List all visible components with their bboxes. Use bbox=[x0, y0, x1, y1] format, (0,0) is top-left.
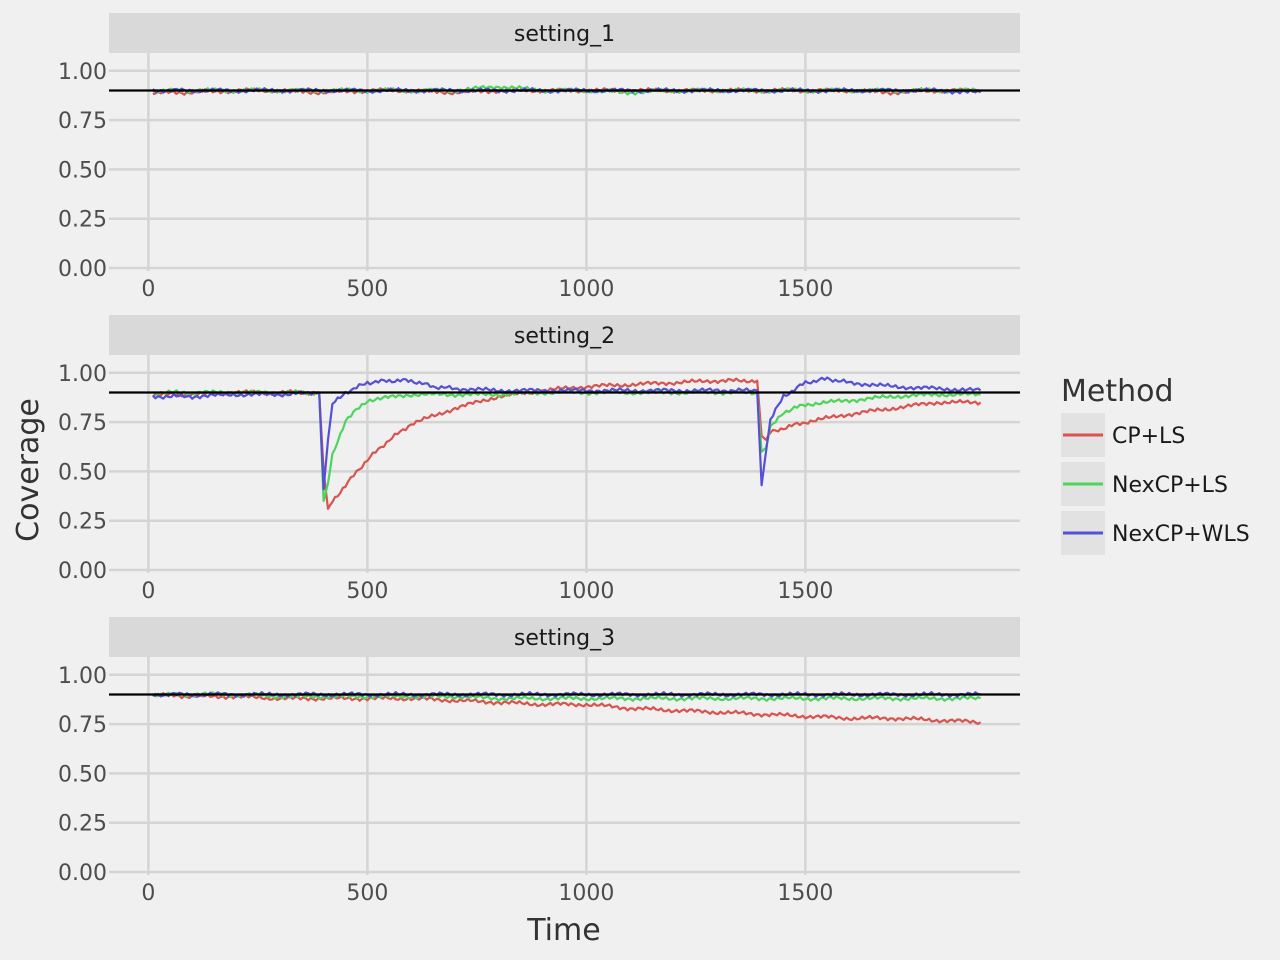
x-tick-label: 0 bbox=[141, 881, 155, 906]
legend-label: NexCP+LS bbox=[1112, 473, 1228, 498]
facet-strip bbox=[109, 617, 1020, 657]
y-tick-label: 0.00 bbox=[58, 257, 107, 282]
y-tick-label: 0.75 bbox=[58, 109, 107, 134]
y-tick-label: 0.25 bbox=[58, 812, 107, 837]
facet-title: setting_2 bbox=[514, 324, 615, 349]
series-line-cp-ls bbox=[152, 377, 982, 510]
y-tick-label: 0.00 bbox=[58, 861, 107, 886]
facet-strip bbox=[109, 315, 1020, 355]
y-tick-label: 0.50 bbox=[58, 158, 107, 183]
x-tick-label: 500 bbox=[346, 579, 388, 604]
facet-title: setting_1 bbox=[514, 22, 615, 47]
series-line-nexcp-wls bbox=[152, 376, 982, 491]
facet-strip bbox=[109, 13, 1020, 53]
facet-panel-1: setting_1 0.00 0.25 0.50 0.75 1.00 0 500 1000 150… bbox=[58, 13, 1020, 302]
legend-label: NexCP+WLS bbox=[1112, 522, 1250, 547]
y-tick-label: 1.00 bbox=[58, 60, 107, 85]
legend-item: NexCP+LS bbox=[1061, 462, 1228, 506]
y-tick-label: 0.75 bbox=[58, 713, 107, 738]
facet-title: setting_3 bbox=[514, 626, 615, 651]
y-tick-label: 0.25 bbox=[58, 208, 107, 233]
x-tick-label: 500 bbox=[346, 881, 388, 906]
legend: Method CP+LS NexCP+LS NexCP+WLS bbox=[1061, 374, 1250, 555]
x-tick-label: 0 bbox=[141, 277, 155, 302]
y-tick-label: 1.00 bbox=[58, 362, 107, 387]
x-tick-label: 1000 bbox=[558, 277, 614, 302]
x-tick-label: 0 bbox=[141, 579, 155, 604]
facet-panel-2: setting_2 0.00 0.25 0.50 0.75 1.00 0 500 1000 150… bbox=[58, 315, 1020, 604]
y-tick-label: 0.50 bbox=[58, 762, 107, 787]
x-tick-label: 1500 bbox=[777, 277, 833, 302]
x-tick-label: 1500 bbox=[777, 881, 833, 906]
x-axis-title: Time bbox=[526, 913, 600, 948]
y-tick-label: 0.50 bbox=[58, 460, 107, 485]
y-tick-label: 1.00 bbox=[58, 664, 107, 689]
legend-item: CP+LS bbox=[1061, 413, 1185, 457]
y-tick-label: 0.00 bbox=[58, 559, 107, 584]
y-axis-title: Coverage bbox=[11, 398, 46, 542]
series-line-nexcp-ls bbox=[152, 389, 981, 503]
legend-label: CP+LS bbox=[1112, 424, 1185, 449]
gridlines bbox=[109, 355, 1020, 573]
legend-title: Method bbox=[1061, 374, 1174, 409]
series-line-nexcp-ls bbox=[152, 691, 982, 702]
x-tick-label: 1000 bbox=[558, 579, 614, 604]
gridlines bbox=[109, 53, 1020, 271]
y-tick-label: 0.75 bbox=[58, 411, 107, 436]
x-tick-label: 1000 bbox=[558, 881, 614, 906]
legend-item: NexCP+WLS bbox=[1061, 511, 1250, 555]
facet-panel-3: setting_3 0.00 0.25 0.50 0.75 1.00 0 500 1000 150… bbox=[58, 617, 1020, 906]
x-tick-label: 500 bbox=[346, 277, 388, 302]
x-tick-label: 1500 bbox=[777, 579, 833, 604]
gridlines bbox=[109, 657, 1020, 875]
y-tick-label: 0.25 bbox=[58, 510, 107, 535]
